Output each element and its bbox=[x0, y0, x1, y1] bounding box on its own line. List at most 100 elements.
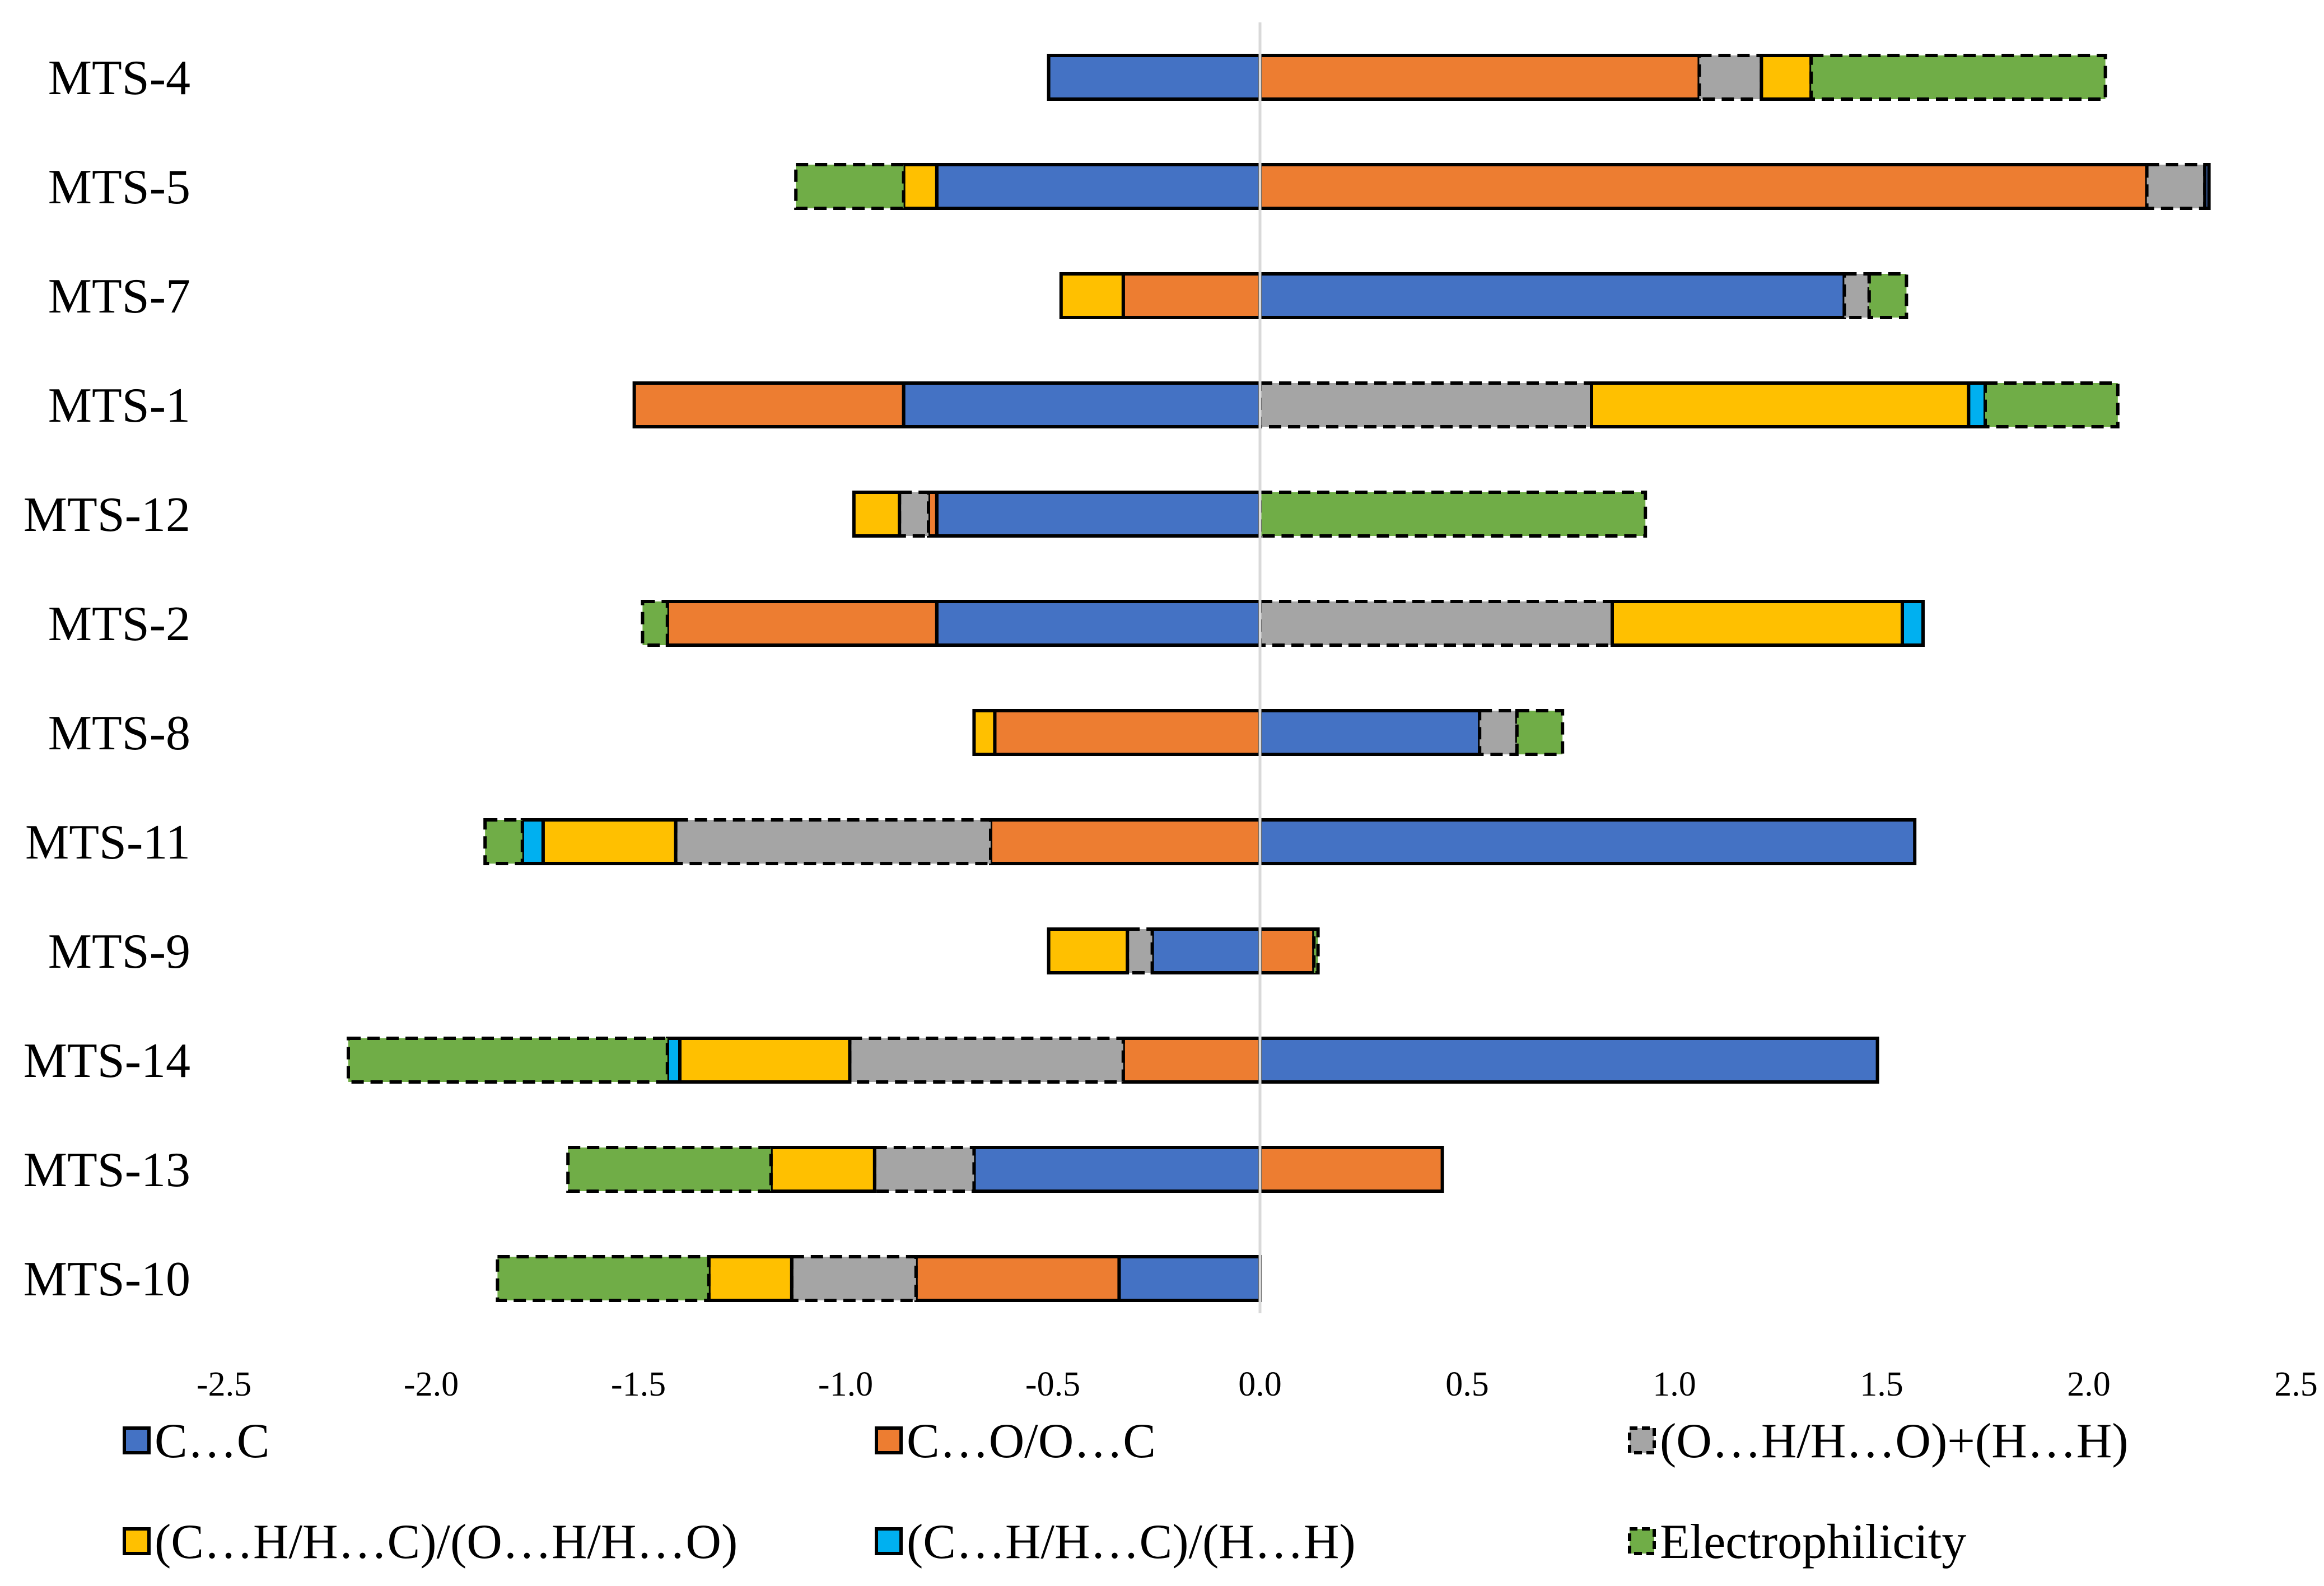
bar-segment-mts-12-oh-2 bbox=[898, 491, 930, 538]
legend-label-oh: (O…H/H…O)+(H…H) bbox=[1660, 1414, 2129, 1468]
legend-label-el: Electrophilicity bbox=[1660, 1515, 1966, 1569]
category-label-mts-5: MTS-5 bbox=[48, 160, 190, 214]
legend: C…C C…O/O…C (O…H/H…O)+(H…H) (C…H/H…C)/(O…H/… bbox=[123, 1414, 2129, 1569]
bar-segment-mts-2-cc-0 bbox=[935, 600, 1262, 647]
bar-segment-mts-9-cc-0 bbox=[1150, 927, 1262, 974]
x-tick-label: 0.0 bbox=[1238, 1365, 1282, 1403]
legend-label-chh: (C…H/H…C)/(H…H) bbox=[907, 1515, 1356, 1569]
bar-segment-mts-10-co-1 bbox=[914, 1255, 1121, 1302]
category-label-mts-12: MTS-12 bbox=[24, 488, 190, 542]
x-tick-label: -2.0 bbox=[404, 1365, 459, 1403]
bar-segment-mts-1-ch-3 bbox=[1590, 381, 1971, 428]
legend-item-cc: C…C bbox=[123, 1414, 269, 1468]
x-tick-label: 1.5 bbox=[1860, 1365, 1903, 1403]
bar-segment-mts-14-oh-1 bbox=[848, 1037, 1125, 1084]
bar-segment-mts-7-co-0 bbox=[1121, 272, 1262, 319]
category-label-mts-7: MTS-7 bbox=[48, 269, 190, 324]
category-label-mts-11: MTS-11 bbox=[25, 815, 190, 870]
bar-segment-mts-4-el-4 bbox=[1809, 54, 2107, 101]
category-label-mts-10: MTS-10 bbox=[24, 1252, 190, 1307]
bar-segment-mts-2-oh-3 bbox=[1258, 600, 1614, 647]
bar-segment-mts-4-co-1 bbox=[1258, 54, 1701, 101]
x-tick-label: -1.5 bbox=[611, 1365, 666, 1403]
bar-segment-mts-11-oh-1 bbox=[674, 818, 992, 865]
bar-segment-mts-10-oh-2 bbox=[790, 1255, 918, 1302]
bar-segment-mts-11-co-0 bbox=[989, 818, 1262, 865]
bar-segment-mts-14-el-4 bbox=[347, 1037, 669, 1084]
category-label-mts-14: MTS-14 bbox=[24, 1034, 190, 1088]
legend-label-ch: (C…H/H…C)/(O…H/H…O) bbox=[155, 1515, 738, 1569]
bar-segment-mts-1-oh-2 bbox=[1258, 381, 1593, 428]
bar-segment-mts-9-co-3 bbox=[1258, 927, 1316, 974]
bar-segment-mts-13-ch-2 bbox=[769, 1146, 876, 1193]
bar-segment-mts-4-ch-3 bbox=[1760, 54, 1813, 101]
bar-segment-mts-7-el-4 bbox=[1867, 272, 1908, 319]
bar-segment-mts-7-oh-3 bbox=[1842, 272, 1871, 319]
category-labels: MTS-4 MTS-5 MTS-7 MTS-1 MTS-12 MTS-2 MTS-8 MTS-… bbox=[24, 51, 190, 1307]
bar-segment-mts-2-co-1 bbox=[665, 600, 939, 647]
legend-item-oh: (O…H/H…O)+(H…H) bbox=[1628, 1414, 2129, 1468]
x-tick-label: -0.5 bbox=[1025, 1365, 1080, 1403]
bar-segment-mts-7-cc-2 bbox=[1258, 272, 1846, 319]
bar-segment-mts-14-cc-5 bbox=[1258, 1037, 1879, 1084]
bar-segment-mts-1-co-1 bbox=[632, 381, 906, 428]
bar-segment-mts-4-oh-2 bbox=[1697, 54, 1763, 101]
bar-segment-mts-7-ch-1 bbox=[1059, 272, 1125, 319]
category-label-mts-8: MTS-8 bbox=[48, 706, 190, 761]
bar-segment-mts-11-cc-5 bbox=[1258, 818, 1917, 865]
bar-segment-mts-2-el-2 bbox=[641, 600, 669, 647]
x-tick-label: 2.0 bbox=[2067, 1365, 2111, 1403]
category-label-mts-4: MTS-4 bbox=[48, 51, 190, 105]
bar-segment-mts-11-ch-2 bbox=[541, 818, 678, 865]
x-tick-label: 2.5 bbox=[2274, 1365, 2318, 1403]
legend-label-co: C…O/O…C bbox=[907, 1414, 1156, 1468]
bar-segment-mts-1-el-5 bbox=[1984, 381, 2120, 428]
legend-swatch-chh bbox=[875, 1527, 903, 1555]
bar-segment-mts-5-el-2 bbox=[794, 163, 906, 210]
bar-segment-mts-8-ch-1 bbox=[972, 709, 997, 756]
bar-segment-mts-10-el-4 bbox=[496, 1255, 711, 1302]
bars bbox=[347, 54, 2211, 1302]
bar-segment-mts-5-cc-5 bbox=[2203, 163, 2211, 210]
bar-segment-mts-14-ch-2 bbox=[678, 1037, 852, 1084]
legend-swatch-el bbox=[1628, 1527, 1656, 1555]
bar-segment-mts-2-chh-5 bbox=[1901, 600, 1925, 647]
bar-segment-mts-1-cc-0 bbox=[902, 381, 1262, 428]
bar-segment-mts-11-chh-3 bbox=[520, 818, 545, 865]
bar-segment-mts-13-co-4 bbox=[1258, 1146, 1444, 1193]
x-tick-label: 0.5 bbox=[1445, 1365, 1489, 1403]
category-label-mts-13: MTS-13 bbox=[24, 1143, 190, 1197]
bar-segment-mts-9-el-4 bbox=[1312, 927, 1320, 974]
legend-item-ch: (C…H/H…C)/(O…H/H…O) bbox=[123, 1515, 738, 1569]
bar-segment-mts-1-chh-4 bbox=[1967, 381, 1987, 428]
x-tick-label: -2.5 bbox=[197, 1365, 251, 1403]
legend-item-chh: (C…H/H…C)/(H…H) bbox=[875, 1515, 1356, 1569]
bar-segment-mts-11-el-4 bbox=[483, 818, 524, 865]
bar-segment-mts-14-co-0 bbox=[1121, 1037, 1262, 1084]
bar-segment-mts-10-cc-0 bbox=[1117, 1255, 1262, 1302]
bar-segment-mts-8-oh-3 bbox=[1478, 709, 1519, 756]
legend-item-co: C…O/O…C bbox=[875, 1414, 1156, 1468]
category-label-mts-1: MTS-1 bbox=[48, 379, 190, 433]
legend-swatch-ch bbox=[123, 1527, 151, 1555]
x-tick-label: 1.0 bbox=[1653, 1365, 1696, 1403]
x-axis-tick-labels: -2.5 -2.0 -1.5 -1.0 -0.5 0.0 0.5 1.0 1.5 2.0 2.5 bbox=[197, 1365, 2318, 1403]
bar-segment-mts-9-ch-2 bbox=[1047, 927, 1130, 974]
bar-segment-mts-12-ch-3 bbox=[852, 491, 902, 538]
legend-swatch-oh bbox=[1628, 1426, 1656, 1454]
bar-segment-mts-5-cc-0 bbox=[935, 163, 1262, 210]
bar-segment-mts-2-ch-4 bbox=[1611, 600, 1904, 647]
bar-segment-mts-5-co-3 bbox=[1258, 163, 2149, 210]
bar-segment-mts-5-ch-1 bbox=[902, 163, 939, 210]
category-label-mts-9: MTS-9 bbox=[48, 925, 190, 979]
bar-segment-mts-10-ch-3 bbox=[707, 1255, 794, 1302]
bar-segment-mts-13-oh-1 bbox=[872, 1146, 976, 1193]
legend-swatch-cc bbox=[123, 1426, 151, 1454]
bar-segment-mts-5-oh-4 bbox=[2145, 163, 2207, 210]
bar-segment-mts-8-co-0 bbox=[993, 709, 1262, 756]
bar-segment-mts-13-cc-0 bbox=[972, 1146, 1262, 1193]
legend-item-el: Electrophilicity bbox=[1628, 1515, 1966, 1569]
bar-segment-mts-8-el-4 bbox=[1515, 709, 1565, 756]
legend-label-cc: C…C bbox=[155, 1414, 269, 1468]
